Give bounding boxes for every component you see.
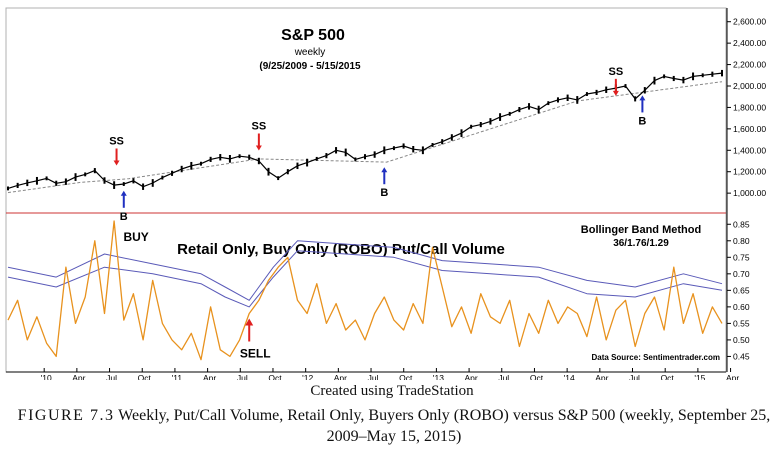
robo-y-tick-label: 0.45: [733, 351, 750, 361]
x-tick-label: Apr: [464, 373, 477, 380]
b-annotation: B: [120, 211, 128, 223]
x-tick-label: '11: [172, 373, 183, 380]
upper-band-line: [7, 240, 723, 301]
sp-y-tick-label: 2,200.00: [733, 60, 766, 70]
sell-annotation: SELL: [240, 346, 271, 360]
figure-text: Weekly, Put/Call Volume, Retail Only, Bu…: [118, 407, 771, 445]
x-tick-label: Jul: [629, 373, 640, 380]
ss-arrow-head: [113, 160, 120, 166]
x-tick-label: Oct: [661, 373, 675, 380]
x-tick-label: Apr: [726, 373, 739, 380]
x-tick-label: Apr: [334, 373, 347, 380]
x-tick-label: Jul: [237, 373, 248, 380]
x-tick-label: Apr: [203, 373, 216, 380]
x-tick-label: Oct: [268, 373, 282, 380]
robo-y-tick-label: 0.80: [733, 236, 750, 246]
robo-y-tick-label: 0.55: [733, 318, 750, 328]
put-call-ratio-line: [7, 220, 723, 361]
method-params: 36/1.76/1.29: [613, 238, 669, 249]
chart-frame: [5, 7, 727, 373]
robo-ratio-layer: BUY SELL: [7, 220, 723, 361]
ss-annotation: SS: [252, 121, 267, 133]
x-tick-label: '10: [41, 373, 52, 380]
robo-title: Retail Only, Buy Only (ROBO) Put/Call Vo…: [177, 241, 505, 258]
sp-price-layer: SS B SS B SS B: [7, 66, 723, 223]
b-arrow-head: [120, 190, 127, 196]
sp-title: S&P 500: [281, 27, 345, 44]
robo-y-tick-label: 0.85: [733, 219, 750, 229]
ss-arrow-head: [612, 90, 619, 96]
x-tick-label: Oct: [138, 373, 152, 380]
sp-y-tick-label: 1,400.00: [733, 145, 766, 155]
b-arrow-head: [639, 95, 646, 101]
robo-y-tick-label: 0.70: [733, 269, 750, 279]
lower-band-line: [7, 250, 723, 308]
sp-date-range: (9/25/2009 - 5/15/2015: [259, 61, 361, 72]
sp-y-tick-label: 1,800.00: [733, 102, 766, 112]
x-tick-label: Jul: [106, 373, 117, 380]
x-tick-label: '14: [564, 373, 575, 380]
sp-subtitle: weekly: [294, 47, 326, 58]
sell-arrow-head: [245, 318, 254, 326]
sp-y-tick-label: 1,000.00: [733, 188, 766, 198]
price-line: [7, 72, 723, 189]
sp-y-tick-label: 1,200.00: [733, 167, 766, 177]
x-tick-label: '13: [433, 373, 444, 380]
data-source: Data Source: Sentimentrader.com: [592, 353, 720, 362]
b-annotation: B: [380, 187, 388, 199]
credit-caption: Created using TradeStation: [310, 383, 474, 399]
buy-annotation: BUY: [123, 230, 148, 244]
chart-figure: S&P 500 weekly (9/25/2009 - 5/15/2015 Re…: [5, 7, 766, 380]
b-annotation: B: [638, 115, 646, 127]
x-tick-label: '15: [694, 373, 705, 380]
robo-y-tick-label: 0.75: [733, 252, 750, 262]
x-tick-label: Oct: [530, 373, 544, 380]
figure-caption: FIGURE 7.3 Weekly, Put/Call Volume, Reta…: [14, 405, 774, 447]
x-tick-label: Jul: [368, 373, 379, 380]
x-tick-label: '12: [302, 373, 313, 380]
robo-y-tick-label: 0.50: [733, 335, 750, 345]
sp-y-tick-label: 2,400.00: [733, 38, 766, 48]
x-tick-label: Oct: [399, 373, 413, 380]
axis-layer: 1,000.00 1,200.00 1,400.00 1,600.00 1,800.00…: [6, 8, 766, 380]
x-tick-label: Jul: [498, 373, 509, 380]
robo-y-tick-label: 0.65: [733, 285, 750, 295]
ss-annotation: SS: [609, 66, 624, 78]
sp-y-tick-label: 2,000.00: [733, 81, 766, 91]
b-arrow-head: [381, 167, 388, 173]
method-label: Bollinger Band Method: [581, 224, 701, 236]
figure-label: FIGURE 7.3: [17, 407, 115, 424]
ss-annotation: SS: [109, 136, 124, 148]
sp-y-tick-label: 1,600.00: [733, 124, 766, 134]
x-tick-label: Apr: [72, 373, 85, 380]
sp-y-tick-label: 2,600.00: [733, 17, 766, 27]
x-tick-label: Apr: [595, 373, 608, 380]
ss-arrow-head: [255, 145, 262, 151]
robo-y-tick-label: 0.60: [733, 302, 750, 312]
